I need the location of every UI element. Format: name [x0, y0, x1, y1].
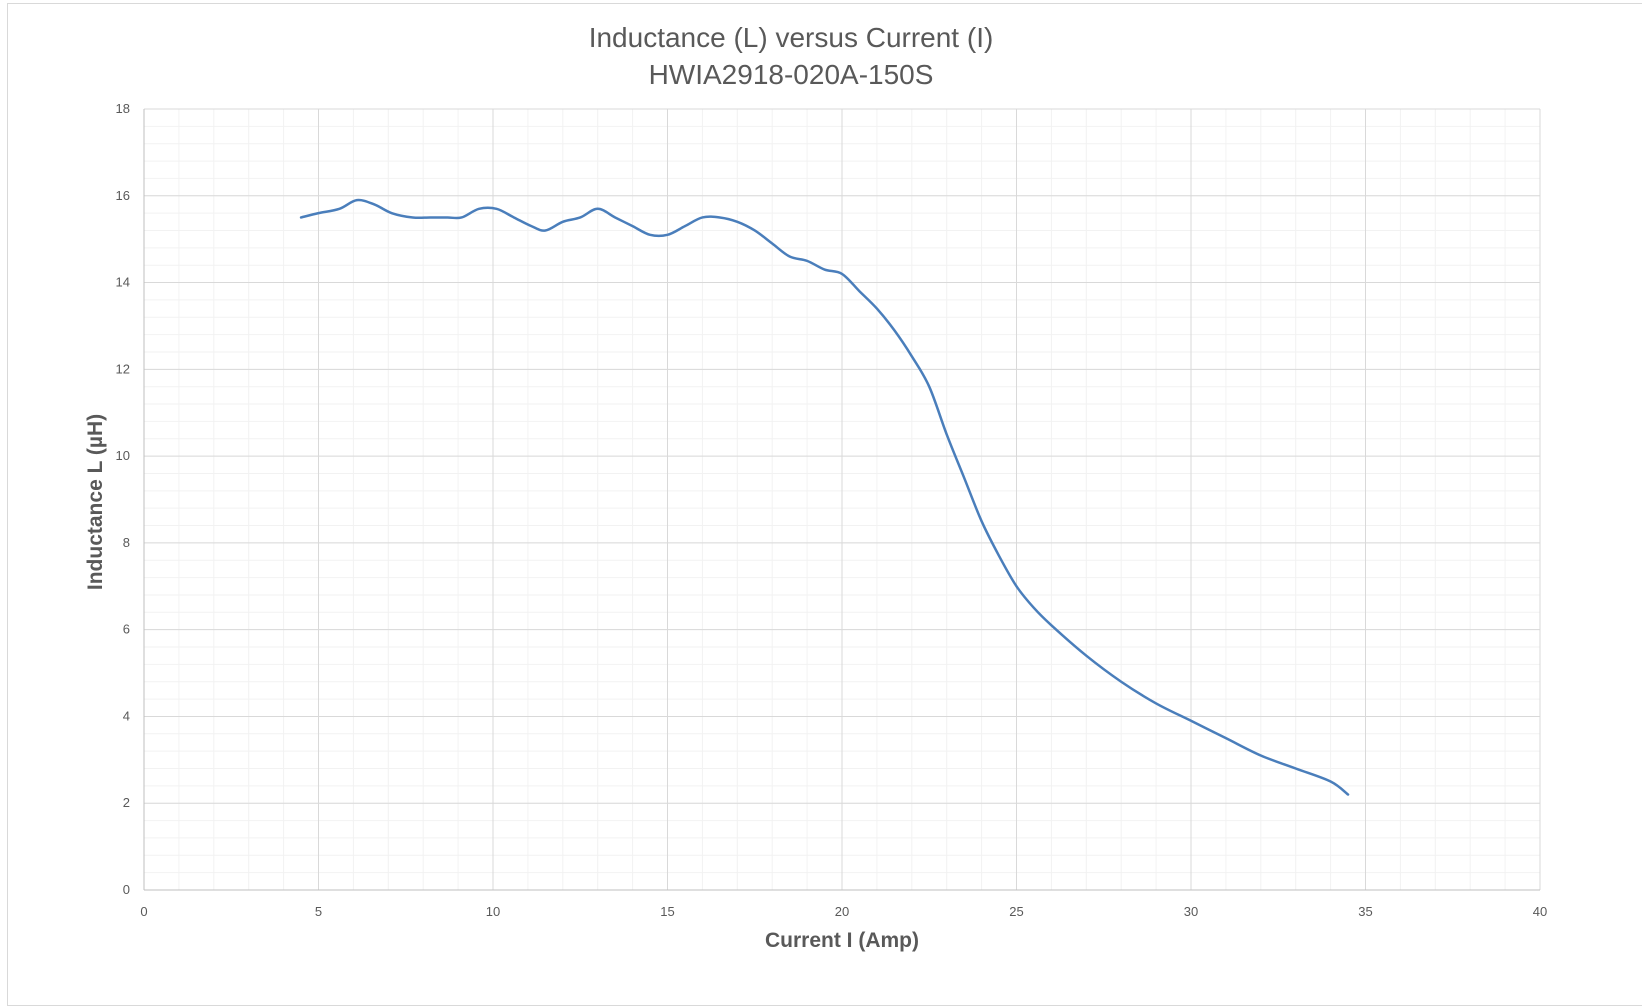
y-tick-label: 10 — [116, 448, 130, 463]
chart-subtitle: HWIA2918-020A-150S — [649, 59, 934, 90]
x-tick-label: 35 — [1358, 904, 1372, 919]
x-tick-label: 15 — [660, 904, 674, 919]
y-tick-label: 8 — [123, 535, 130, 550]
chart-svg: 0 5 10 15 20 25 30 35 40 0 2 4 6 8 10 12 14 16 18 Inductan… — [84, 22, 1548, 952]
x-tick-label: 5 — [315, 904, 322, 919]
series-line — [299, 198, 1350, 796]
series-group — [299, 198, 1350, 796]
x-tick-label: 10 — [486, 904, 500, 919]
y-tick-label: 12 — [116, 361, 130, 376]
y-tick-label: 6 — [123, 622, 130, 637]
x-tick-label: 0 — [140, 904, 147, 919]
axes — [143, 109, 1540, 891]
chart-title: Inductance (L) versus Current (I) — [589, 22, 994, 53]
y-axis-title: Inductance L (µH) — [84, 414, 107, 590]
y-tick-label: 0 — [123, 882, 130, 897]
y-tick-label: 4 — [123, 708, 130, 723]
x-tick-label: 40 — [1533, 904, 1547, 919]
y-tick-label: 16 — [116, 188, 130, 203]
tick-labels: 0 5 10 15 20 25 30 35 40 0 2 4 6 8 10 12 14 16 18 — [116, 101, 1548, 919]
x-axis-title: Current I (Amp) — [765, 929, 919, 952]
y-tick-label: 18 — [116, 101, 130, 116]
x-tick-label: 30 — [1184, 904, 1198, 919]
x-tick-label: 25 — [1009, 904, 1023, 919]
y-tick-label: 14 — [116, 275, 130, 290]
x-tick-label: 20 — [835, 904, 849, 919]
y-tick-label: 2 — [123, 795, 130, 810]
chart-area: 0 5 10 15 20 25 30 35 40 0 2 4 6 8 10 12 14 16 18 Inductan… — [7, 3, 1642, 1006]
